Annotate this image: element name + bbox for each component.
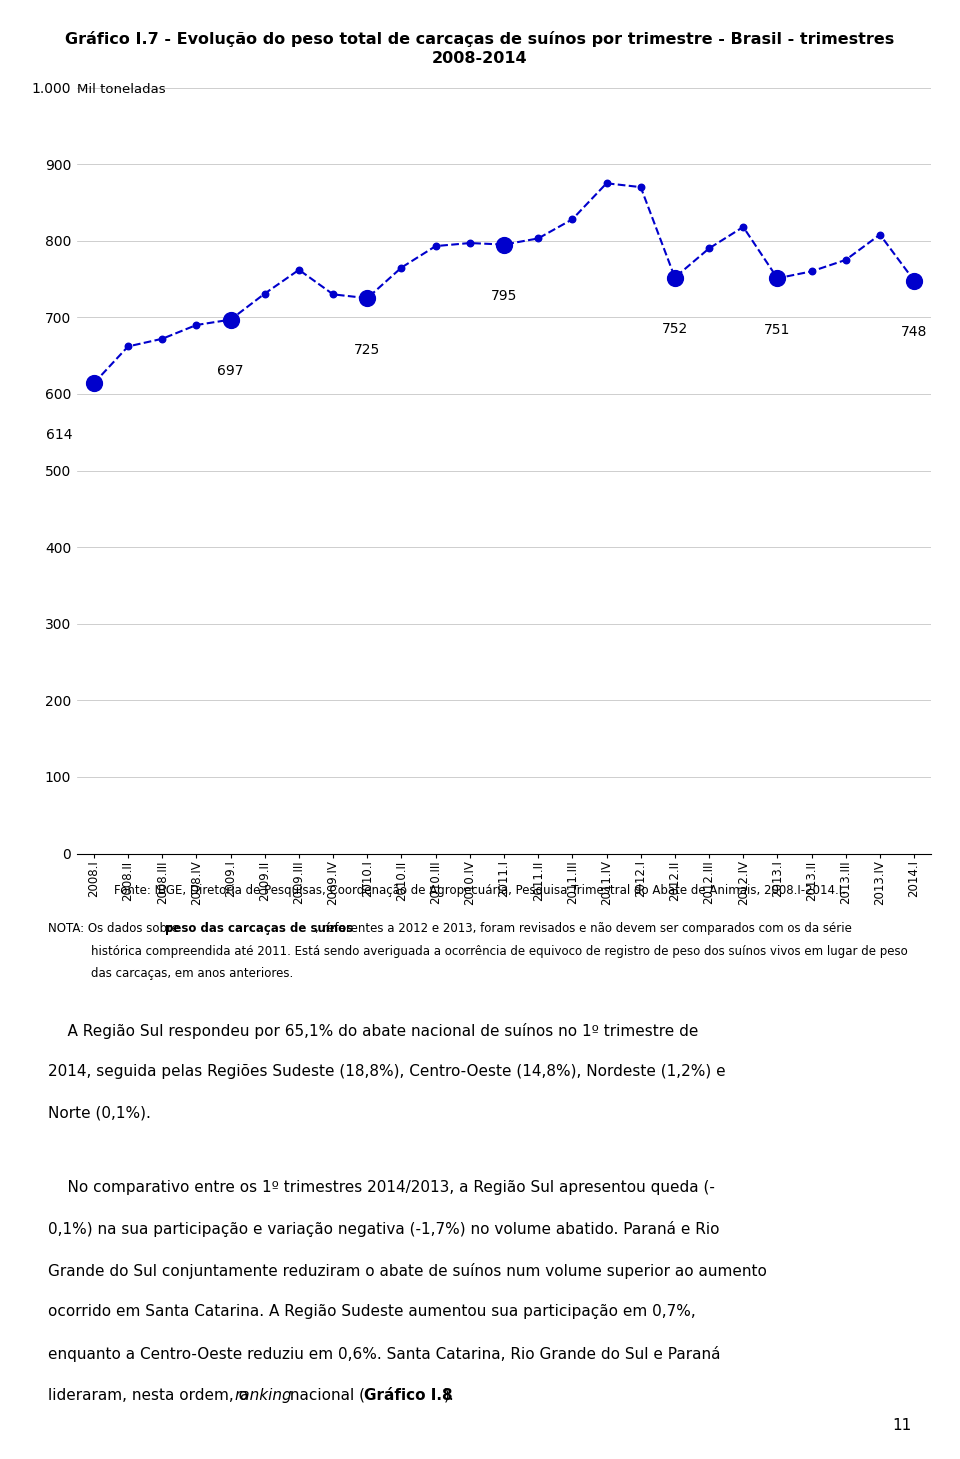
Text: 11: 11: [893, 1418, 912, 1433]
Text: A Região Sul respondeu por 65,1% do abate nacional de suínos no 1º trimestre de: A Região Sul respondeu por 65,1% do abat…: [48, 1023, 698, 1039]
Point: [873, 223, 888, 247]
Point: [735, 216, 751, 239]
Text: enquanto a Centro-Oeste reduziu em 0,6%. Santa Catarina, Rio Grande do Sul e Par: enquanto a Centro-Oeste reduziu em 0,6%.…: [48, 1345, 721, 1361]
Text: nacional (: nacional (: [285, 1388, 365, 1402]
Text: Grande do Sul conjuntamente reduziram o abate de suínos num volume superior ao a: Grande do Sul conjuntamente reduziram o …: [48, 1263, 767, 1278]
Point: [291, 258, 306, 282]
Point: [120, 334, 135, 357]
Point: [428, 235, 444, 258]
Text: ).: ).: [444, 1388, 454, 1402]
Point: [360, 286, 375, 309]
Text: 2014, seguida pelas Regiões Sudeste (18,8%), Centro-Oeste (14,8%), Nordeste (1,2: 2014, seguida pelas Regiões Sudeste (18,…: [48, 1065, 726, 1080]
Point: [223, 308, 238, 331]
Point: [770, 267, 785, 290]
Text: 614: 614: [46, 427, 73, 442]
Text: Gráfico I.8: Gráfico I.8: [365, 1388, 453, 1402]
Text: Gráfico I.7 - Evolução do peso total de carcaças de suínos por trimestre - Brasi: Gráfico I.7 - Evolução do peso total de …: [65, 31, 895, 47]
Point: [496, 233, 512, 257]
Point: [189, 314, 204, 337]
Point: [531, 226, 546, 249]
Text: Mil toneladas: Mil toneladas: [77, 83, 165, 96]
Text: NOTA: Os dados sobre: NOTA: Os dados sobre: [48, 922, 182, 935]
Point: [462, 232, 477, 255]
Point: [86, 372, 102, 395]
Text: Norte (0,1%).: Norte (0,1%).: [48, 1106, 151, 1121]
Text: lideraram, nesta ordem, o: lideraram, nesta ordem, o: [48, 1388, 252, 1402]
Point: [155, 327, 170, 350]
Point: [325, 283, 341, 306]
Text: 0,1%) na sua participação e variação negativa (-1,7%) no volume abatido. Paraná : 0,1%) na sua participação e variação neg…: [48, 1221, 719, 1237]
Point: [394, 255, 409, 279]
Point: [804, 260, 819, 283]
Point: [599, 172, 614, 196]
Point: [906, 268, 922, 292]
Point: [257, 282, 273, 305]
Text: 795: 795: [491, 289, 517, 303]
Text: ranking: ranking: [235, 1388, 293, 1402]
Text: No comparativo entre os 1º trimestres 2014/2013, a Região Sul apresentou queda (: No comparativo entre os 1º trimestres 20…: [48, 1179, 715, 1195]
Point: [838, 248, 853, 271]
Text: peso das carcaças de suínos: peso das carcaças de suínos: [165, 922, 352, 935]
Point: [564, 207, 580, 231]
Text: 752: 752: [661, 322, 688, 336]
Text: das carcaças, em anos anteriores.: das carcaças, em anos anteriores.: [91, 967, 294, 980]
Text: 697: 697: [217, 365, 244, 378]
Point: [667, 266, 683, 289]
Text: 2008-2014: 2008-2014: [432, 51, 528, 66]
Text: 748: 748: [900, 325, 927, 338]
Text: histórica compreendida até 2011. Está sendo averiguada a ocorrência de equivoco : histórica compreendida até 2011. Está se…: [91, 945, 908, 957]
Text: , referentes a 2012 e 2013, foram revisados e não devem ser comparados com os da: , referentes a 2012 e 2013, foram revisa…: [315, 922, 852, 935]
Text: 725: 725: [354, 343, 380, 356]
Text: 751: 751: [764, 322, 791, 337]
Text: Fonte: IBGE, Diretoria de Pesquisas, Coordenação de Agropecuária, Pesquisa Trime: Fonte: IBGE, Diretoria de Pesquisas, Coo…: [114, 884, 846, 897]
Point: [633, 175, 648, 198]
Point: [702, 236, 717, 260]
Text: ocorrido em Santa Catarina. A Região Sudeste aumentou sua participação em 0,7%,: ocorrido em Santa Catarina. A Região Sud…: [48, 1304, 696, 1319]
